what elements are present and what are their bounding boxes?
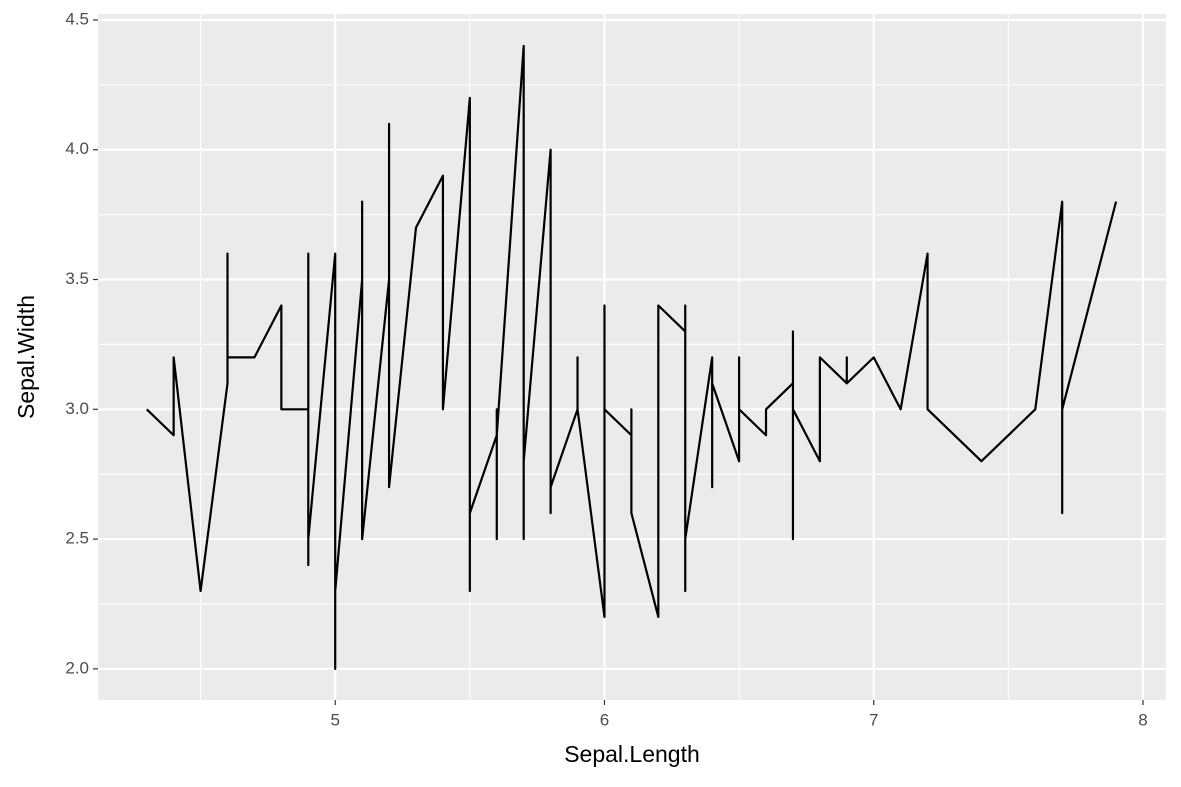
x-tick-label: 5 xyxy=(330,710,339,729)
data-line xyxy=(145,44,1118,670)
y-tick-label: 4.5 xyxy=(65,9,89,28)
x-tick-label: 6 xyxy=(600,710,609,729)
y-tick-label: 2.5 xyxy=(65,529,89,548)
y-tick-label: 3.0 xyxy=(65,399,89,418)
x-axis-title: Sepal.Length xyxy=(564,741,700,767)
x-tick-label: 7 xyxy=(869,710,878,729)
y-tick-label: 4.0 xyxy=(65,139,89,158)
y-tick-label: 3.5 xyxy=(65,269,89,288)
y-axis-title: Sepal.Width xyxy=(13,295,39,419)
panel xyxy=(98,14,1166,700)
x-tick-label: 8 xyxy=(1138,710,1147,729)
y-tick-label: 2.0 xyxy=(65,658,89,677)
